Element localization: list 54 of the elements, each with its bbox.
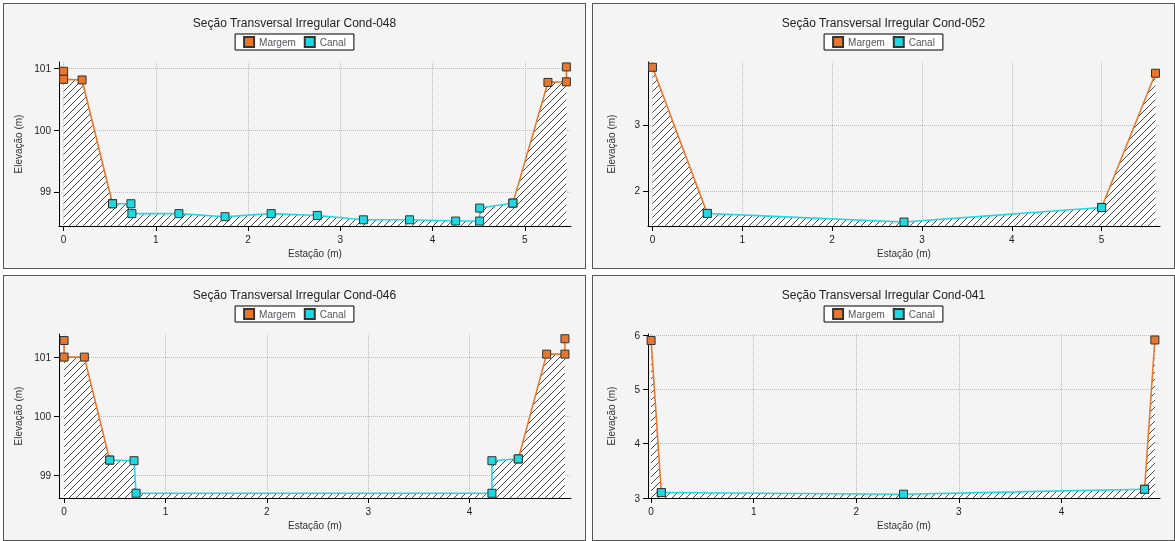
x-tick-label: 5 [522,233,529,245]
x-tick-label: 0 [61,505,68,517]
legend-label: Canal [908,308,935,320]
y-tick-label: 101 [34,351,52,363]
x-tick-label: 2 [245,233,252,245]
x-tick-label: 3 [365,505,372,517]
x-tick-label: 2 [829,233,836,245]
y-tick-label: 3 [634,492,641,504]
x-tick-label: 3 [919,233,926,245]
x-tick-label: 4 [429,233,436,245]
y-tick-label: 99 [39,186,52,198]
x-tick-label: 4 [1058,505,1065,517]
y-tick-label: 100 [34,124,52,136]
chart-title: Seção Transversal Irregular Cond-052 [781,16,986,30]
x-tick-label: 1 [739,233,746,245]
x-tick-label: 1 [750,505,757,517]
y-tick-label: 101 [34,62,52,74]
x-tick-label: 2 [853,505,860,517]
y-axis-title: Elevação (m) [12,386,24,446]
y-tick-label: 5 [634,383,641,395]
x-tick-label: 1 [162,505,169,517]
x-tick-label: 0 [648,505,655,517]
chart-title: Seção Transversal Irregular Cond-041 [781,288,986,302]
x-axis-title: Estação (m) [877,520,931,532]
legend-label: Margem [848,308,885,320]
y-tick-label: 3 [634,119,641,131]
legend-label: Margem [259,36,296,48]
legend-label: Canal [908,36,935,48]
y-axis-title: Elevação (m) [605,386,617,446]
x-tick-label: 4 [1009,233,1016,245]
y-axis-title: Elevação (m) [605,114,617,174]
legend-label: Canal [319,308,346,320]
y-tick-label: 99 [39,470,52,481]
x-tick-label: 2 [264,505,271,517]
legend-label: Margem [848,36,885,48]
y-tick-label: 2 [634,185,641,197]
x-tick-label: 5 [1098,233,1105,245]
y-tick-label: 4 [634,438,641,450]
x-tick-label: 1 [153,233,160,245]
x-tick-label: 0 [649,233,656,245]
x-tick-label: 0 [60,233,67,245]
y-tick-label: 100 [34,410,52,422]
chart-title: Seção Transversal Irregular Cond-048 [192,16,397,30]
y-tick-label: 6 [634,329,641,341]
x-tick-label: 3 [956,505,963,517]
x-tick-label: 3 [337,233,344,245]
x-axis-title: Estação (m) [288,248,342,260]
x-tick-label: 4 [466,505,473,517]
legend-label: Margem [259,308,296,320]
y-axis-title: Elevação (m) [12,114,24,174]
x-axis-title: Estação (m) [288,520,342,532]
chart-title: Seção Transversal Irregular Cond-046 [192,288,397,302]
legend-label: Canal [319,36,346,48]
x-axis-title: Estação (m) [877,248,931,260]
